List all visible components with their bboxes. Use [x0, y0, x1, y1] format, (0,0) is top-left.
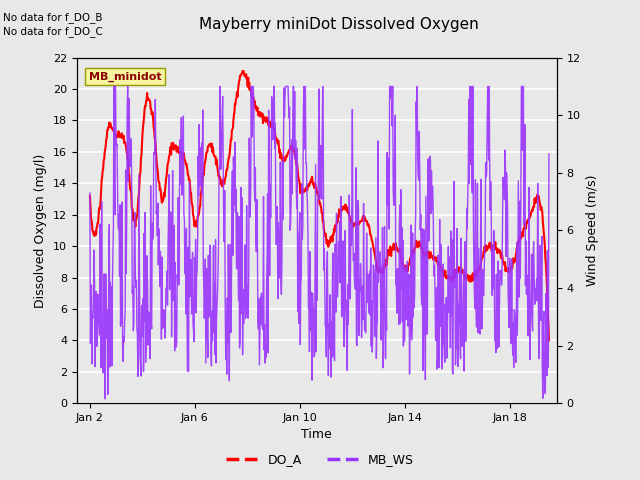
- Legend: DO_A, MB_WS: DO_A, MB_WS: [221, 448, 419, 471]
- Y-axis label: Dissolved Oxygen (mg/l): Dissolved Oxygen (mg/l): [35, 153, 47, 308]
- Text: Mayberry miniDot Dissolved Oxygen: Mayberry miniDot Dissolved Oxygen: [199, 17, 479, 32]
- Text: MB_minidot: MB_minidot: [89, 72, 161, 82]
- Text: No data for f_DO_B: No data for f_DO_B: [3, 12, 102, 23]
- X-axis label: Time: Time: [301, 429, 332, 442]
- Y-axis label: Wind Speed (m/s): Wind Speed (m/s): [586, 175, 599, 286]
- Text: No data for f_DO_C: No data for f_DO_C: [3, 26, 103, 37]
